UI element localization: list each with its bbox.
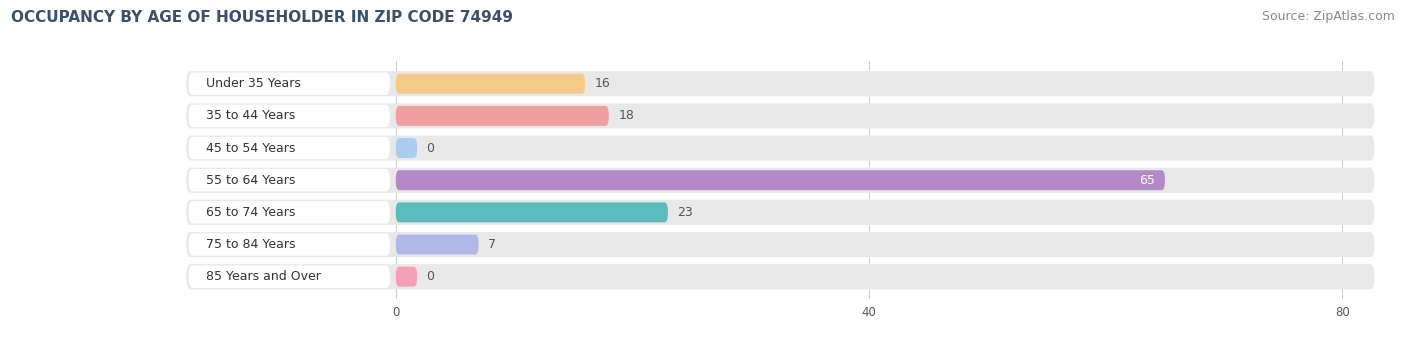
Text: 85 Years and Over: 85 Years and Over xyxy=(207,270,322,283)
FancyBboxPatch shape xyxy=(187,232,1374,257)
FancyBboxPatch shape xyxy=(395,106,609,126)
FancyBboxPatch shape xyxy=(187,136,1374,160)
Text: 55 to 64 Years: 55 to 64 Years xyxy=(207,174,295,187)
Text: 0: 0 xyxy=(426,141,434,155)
FancyBboxPatch shape xyxy=(395,138,418,158)
FancyBboxPatch shape xyxy=(187,71,1374,96)
FancyBboxPatch shape xyxy=(188,169,389,191)
Text: 16: 16 xyxy=(595,77,610,90)
Text: 75 to 84 Years: 75 to 84 Years xyxy=(207,238,295,251)
FancyBboxPatch shape xyxy=(395,267,418,287)
Text: Under 35 Years: Under 35 Years xyxy=(207,77,301,90)
FancyBboxPatch shape xyxy=(188,105,389,127)
FancyBboxPatch shape xyxy=(188,201,389,224)
Text: 65: 65 xyxy=(1139,174,1156,187)
FancyBboxPatch shape xyxy=(395,235,478,255)
FancyBboxPatch shape xyxy=(187,264,1374,289)
FancyBboxPatch shape xyxy=(187,200,1374,225)
FancyBboxPatch shape xyxy=(188,266,389,288)
FancyBboxPatch shape xyxy=(188,233,389,256)
FancyBboxPatch shape xyxy=(187,168,1374,193)
FancyBboxPatch shape xyxy=(188,137,389,159)
Text: 45 to 54 Years: 45 to 54 Years xyxy=(207,141,295,155)
Text: OCCUPANCY BY AGE OF HOUSEHOLDER IN ZIP CODE 74949: OCCUPANCY BY AGE OF HOUSEHOLDER IN ZIP C… xyxy=(11,10,513,25)
FancyBboxPatch shape xyxy=(395,202,668,222)
Text: Source: ZipAtlas.com: Source: ZipAtlas.com xyxy=(1261,10,1395,23)
Text: 18: 18 xyxy=(619,109,634,122)
FancyBboxPatch shape xyxy=(395,74,585,94)
Text: 65 to 74 Years: 65 to 74 Years xyxy=(207,206,295,219)
Text: 0: 0 xyxy=(426,270,434,283)
FancyBboxPatch shape xyxy=(187,103,1374,129)
FancyBboxPatch shape xyxy=(395,170,1166,190)
FancyBboxPatch shape xyxy=(188,72,389,95)
Text: 7: 7 xyxy=(488,238,496,251)
Text: 35 to 44 Years: 35 to 44 Years xyxy=(207,109,295,122)
Text: 23: 23 xyxy=(678,206,693,219)
